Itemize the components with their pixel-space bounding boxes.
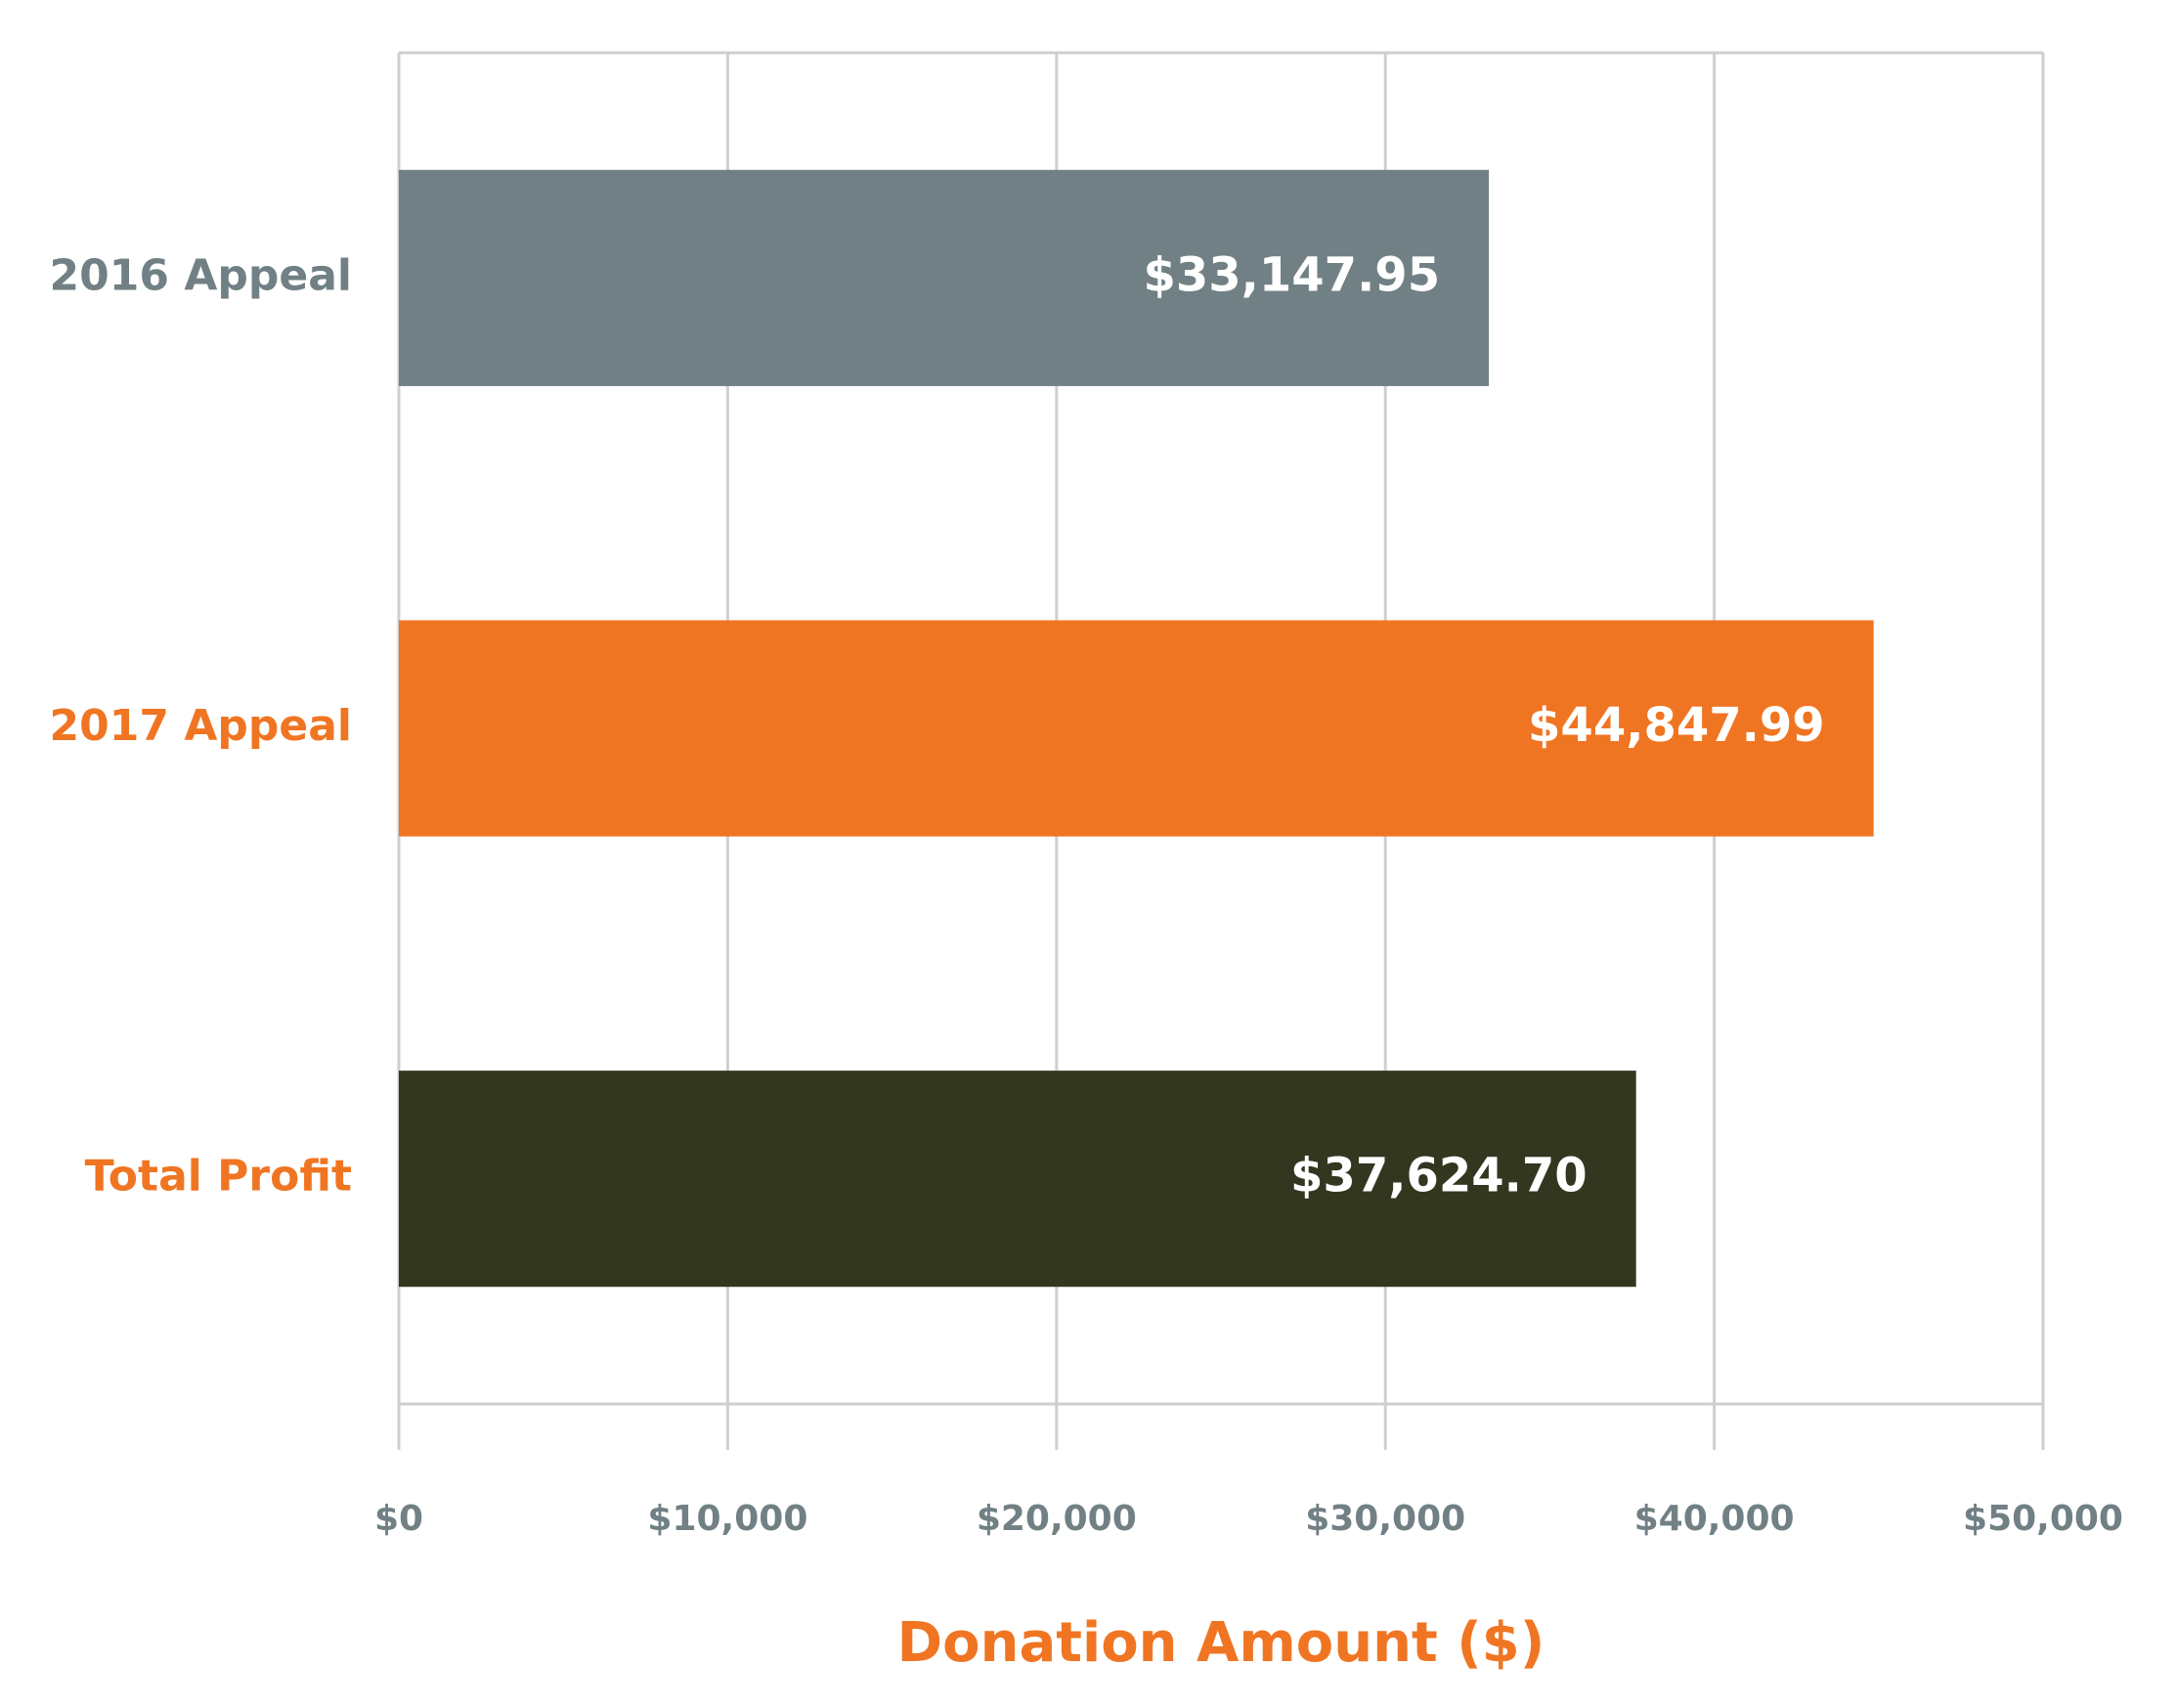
x-tick-label: $10,000 <box>647 1499 807 1539</box>
value-label: $33,147.95 <box>1143 247 1440 302</box>
bar <box>399 620 1874 837</box>
y-tick-label: 2016 Appeal <box>50 250 352 300</box>
x-tick-label: $20,000 <box>977 1499 1137 1539</box>
y-tick-label: 2017 Appeal <box>50 701 352 751</box>
bar <box>399 169 1490 386</box>
x-tick-label: $30,000 <box>1305 1499 1465 1539</box>
x-axis-title: Donation Amount ($) <box>897 1611 1545 1675</box>
x-tick-label: $50,000 <box>1963 1499 2123 1539</box>
value-label: $44,847.99 <box>1528 698 1825 753</box>
value-label: $37,624.70 <box>1290 1149 1588 1204</box>
bar <box>399 1071 1636 1288</box>
y-tick-label: Total Profit <box>85 1152 352 1202</box>
x-tick-label: $0 <box>374 1499 423 1539</box>
x-tick-label: $40,000 <box>1634 1499 1795 1539</box>
